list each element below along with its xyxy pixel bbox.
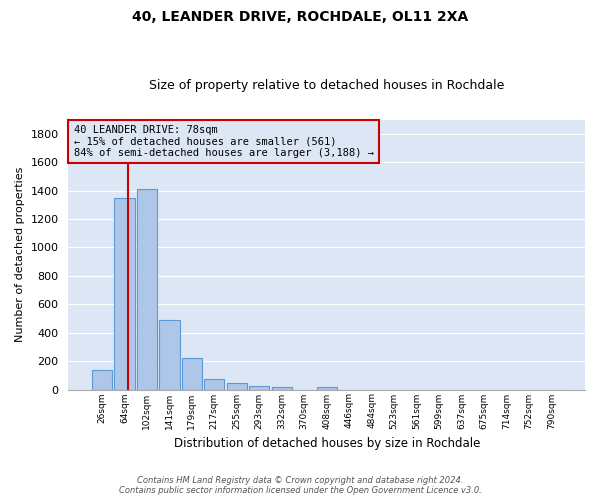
Bar: [159, 320, 179, 390]
Bar: [204, 379, 224, 390]
Bar: [137, 189, 157, 390]
Bar: [227, 383, 247, 390]
Bar: [272, 388, 292, 390]
Bar: [182, 358, 202, 390]
Title: Size of property relative to detached houses in Rochdale: Size of property relative to detached ho…: [149, 79, 505, 92]
Bar: [92, 370, 112, 390]
Text: Contains HM Land Registry data © Crown copyright and database right 2024.
Contai: Contains HM Land Registry data © Crown c…: [119, 476, 481, 495]
Bar: [317, 386, 337, 390]
Bar: [249, 386, 269, 390]
Text: 40, LEANDER DRIVE, ROCHDALE, OL11 2XA: 40, LEANDER DRIVE, ROCHDALE, OL11 2XA: [132, 10, 468, 24]
Y-axis label: Number of detached properties: Number of detached properties: [15, 167, 25, 342]
Bar: [115, 198, 134, 390]
X-axis label: Distribution of detached houses by size in Rochdale: Distribution of detached houses by size …: [173, 437, 480, 450]
Text: 40 LEANDER DRIVE: 78sqm
← 15% of detached houses are smaller (561)
84% of semi-d: 40 LEANDER DRIVE: 78sqm ← 15% of detache…: [74, 125, 374, 158]
